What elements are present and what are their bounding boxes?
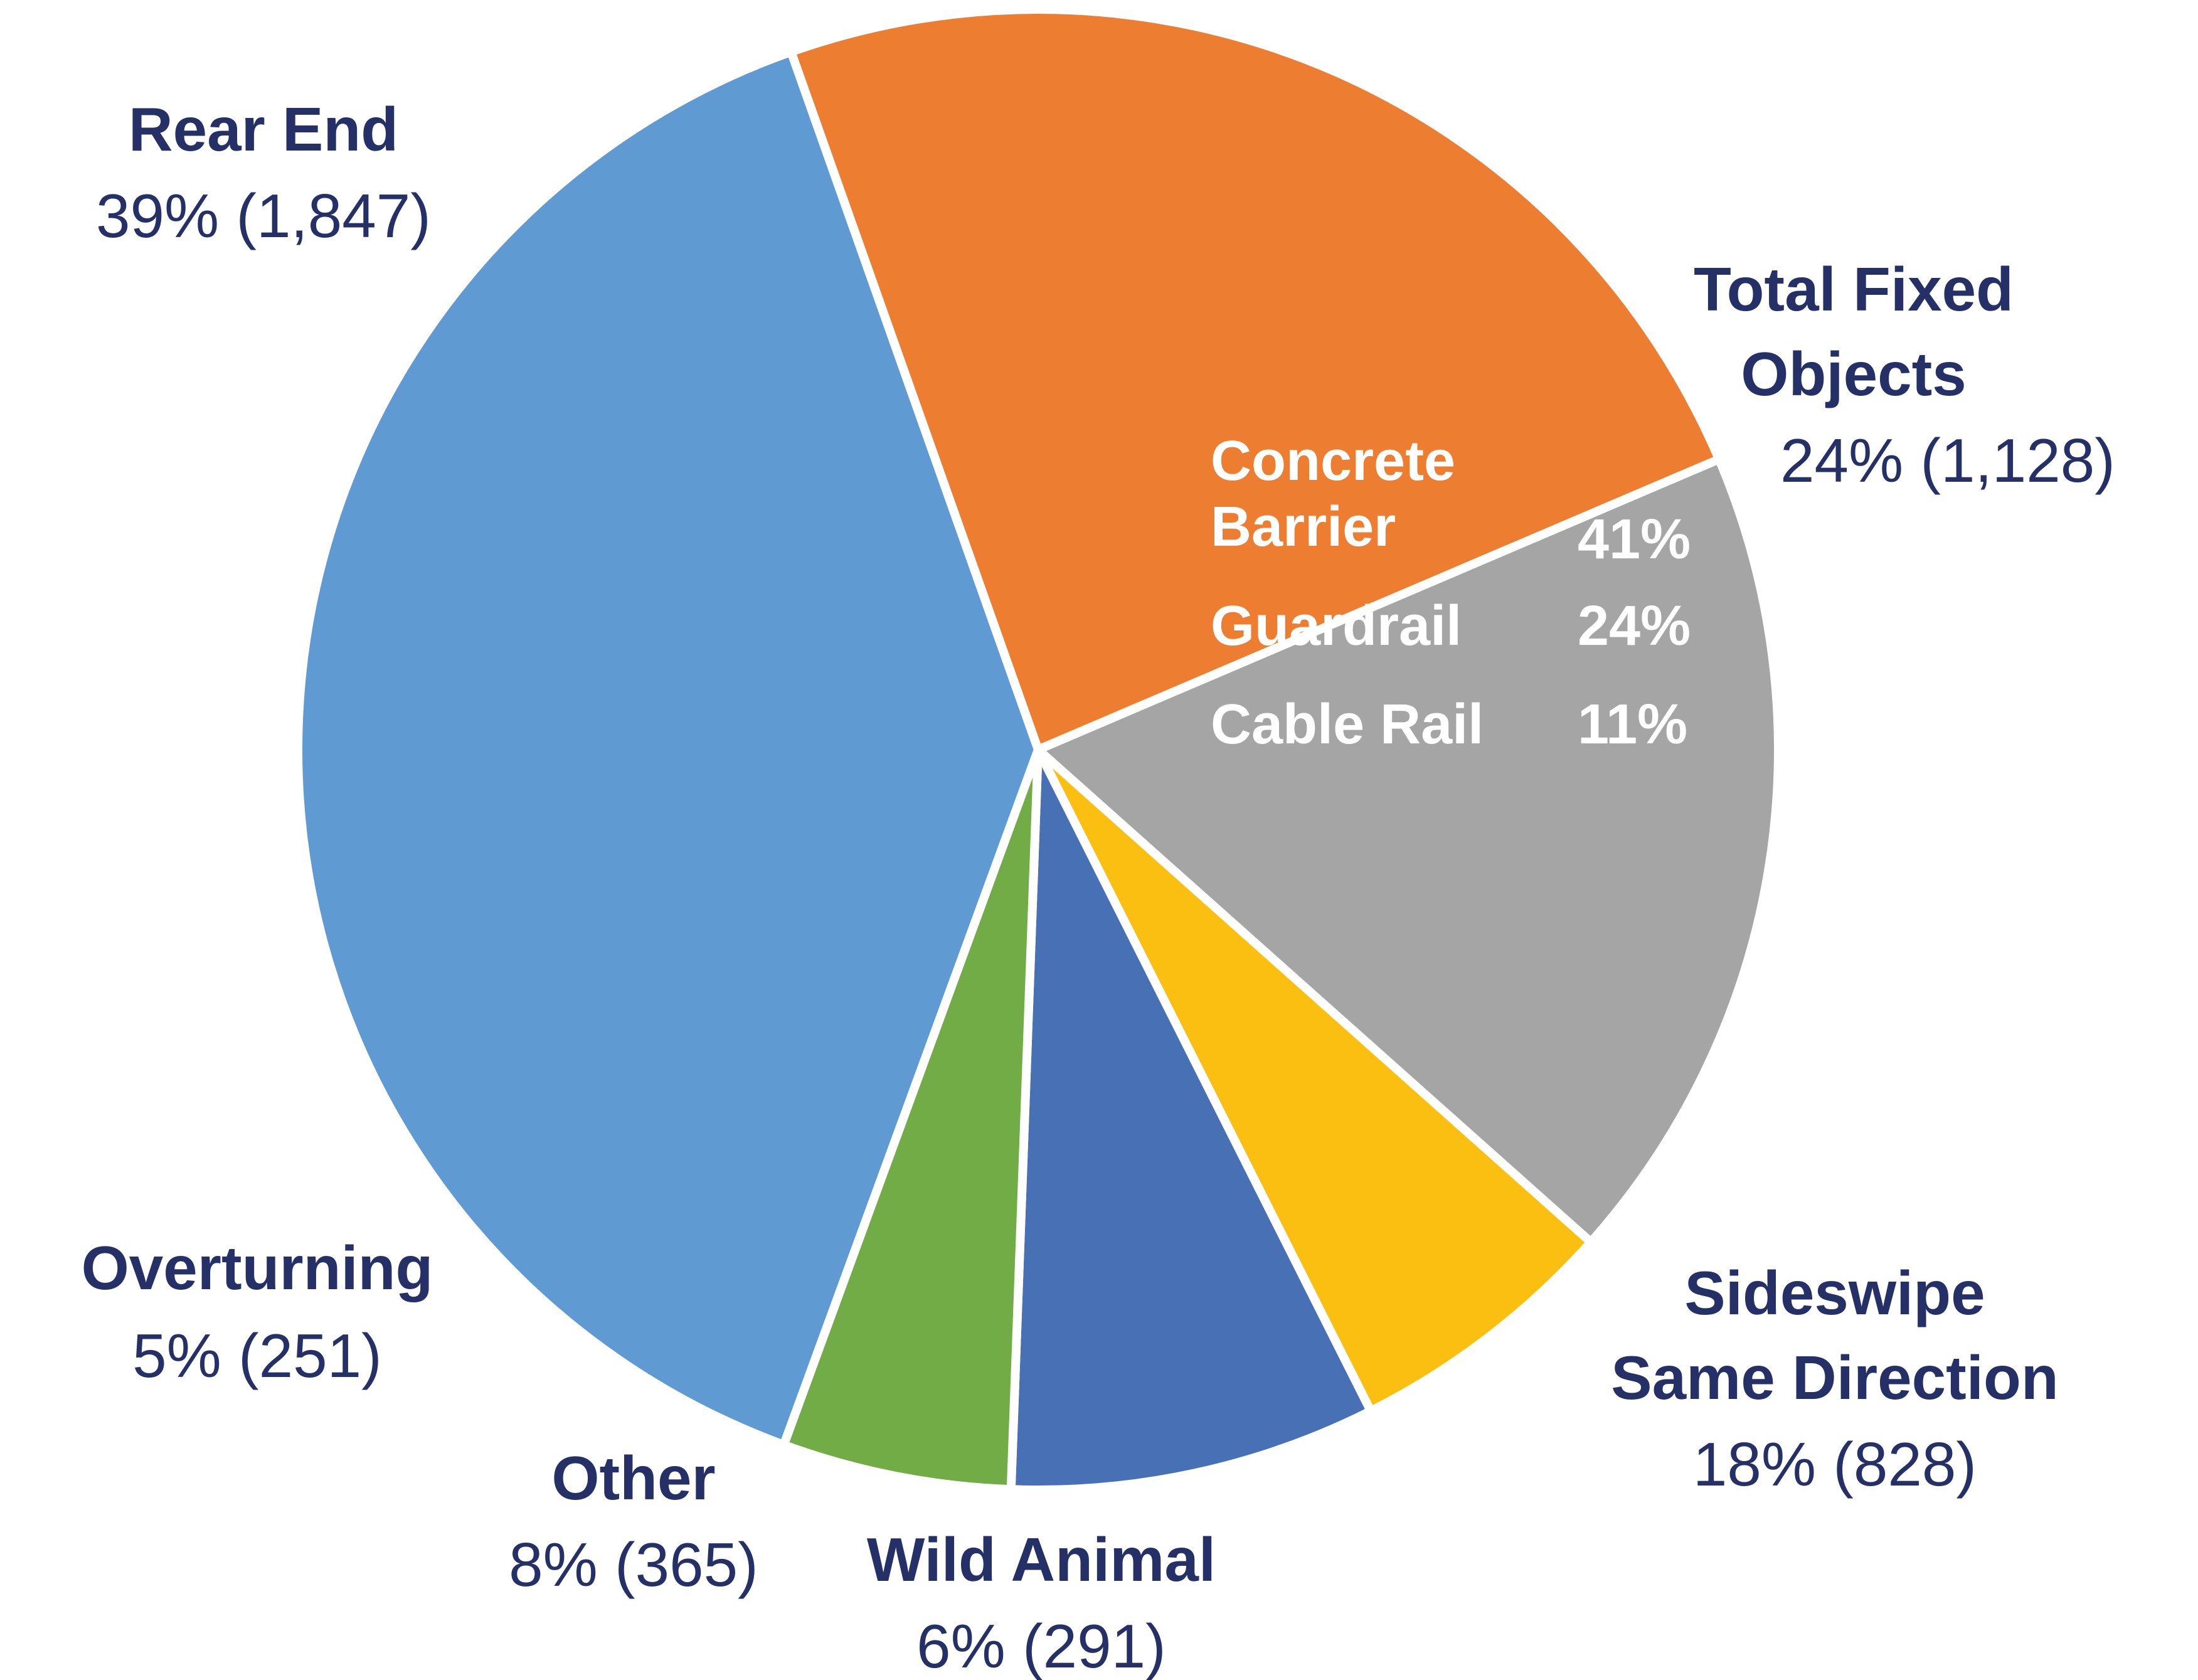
label-other-name: Other bbox=[551, 1443, 715, 1513]
breakdown-value-cable-rail: 11% bbox=[1578, 693, 1687, 756]
breakdown-label-cable-rail: Cable Rail bbox=[1211, 693, 1484, 756]
label-sideswipe-value: 18% (828) bbox=[1693, 1430, 1977, 1499]
pie-slice-sideswipe-same-direction bbox=[1034, 455, 1783, 1247]
breakdown-label-guardrail: Guardrail bbox=[1211, 595, 1462, 657]
label-rear-end-value: 39% (1,847) bbox=[96, 181, 431, 250]
pie-slice-total-fixed-objects bbox=[787, 5, 1724, 754]
label-rear-end-name: Rear End bbox=[129, 95, 398, 164]
slice-labels: Rear End 39% (1,847) Total Fixed Objects… bbox=[82, 95, 2115, 1680]
label-total-fixed-objects-name-line1: Total Fixed bbox=[1694, 255, 2014, 324]
pie-slices bbox=[294, 5, 1783, 1494]
pie-slice-rear-end bbox=[294, 47, 1043, 1450]
breakdown-label-concrete-barrier-line1: Concrete bbox=[1211, 430, 1455, 492]
breakdown-value-concrete-barrier: 41% bbox=[1578, 508, 1691, 571]
label-sideswipe-name-line2: Same Direction bbox=[1611, 1343, 2058, 1412]
breakdown-label-concrete-barrier-line2: Barrier bbox=[1211, 496, 1396, 558]
fixed-object-breakdown: Concrete Barrier 41% Guardrail 24% Cable… bbox=[1211, 430, 1691, 756]
label-sideswipe-name-line1: Sideswipe bbox=[1684, 1258, 1985, 1327]
label-wild-animal-value: 6% (291) bbox=[916, 1612, 1166, 1680]
breakdown-value-guardrail: 24% bbox=[1578, 595, 1691, 657]
label-other-value: 8% (365) bbox=[509, 1530, 758, 1599]
label-wild-animal-name: Wild Animal bbox=[867, 1525, 1216, 1594]
pie-slice-wild-animal bbox=[1034, 745, 1596, 1416]
label-overturning-value: 5% (251) bbox=[132, 1321, 382, 1390]
pie-slice-other bbox=[1006, 745, 1376, 1494]
label-total-fixed-objects-name-line2: Objects bbox=[1741, 339, 1966, 408]
label-overturning-name: Overturning bbox=[82, 1233, 433, 1302]
label-total-fixed-objects-value: 24% (1,128) bbox=[1780, 426, 2115, 495]
